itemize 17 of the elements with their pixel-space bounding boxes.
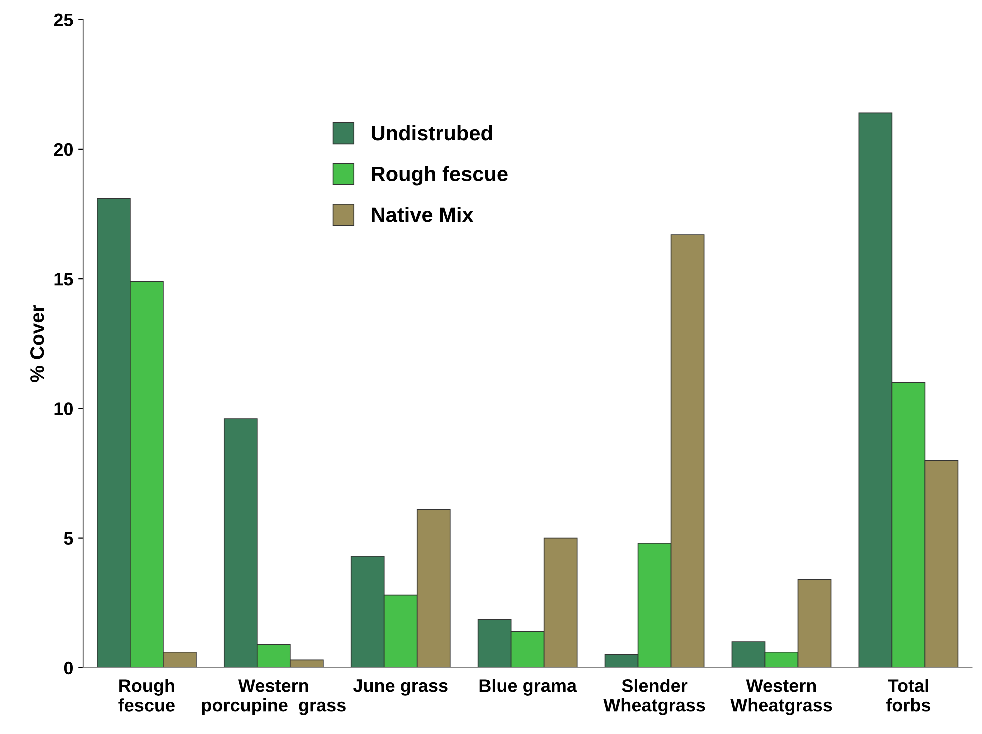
x-tick-label: June grass xyxy=(353,680,448,696)
y-tick-label: 10 xyxy=(54,402,74,416)
x-tick-label: Total forbs xyxy=(886,679,931,712)
y-axis-title: % Cover xyxy=(30,305,44,382)
x-tick-label: Rough fescue xyxy=(118,679,175,712)
x-tick-label: Blue grama xyxy=(480,679,578,696)
y-tick-label: 15 xyxy=(54,273,74,286)
legend-label: Native Mix xyxy=(372,207,474,222)
y-tick-label: 20 xyxy=(54,143,74,156)
y-tick-label: 25 xyxy=(54,14,74,27)
legend-label: Undistrubed xyxy=(372,125,492,141)
x-tick-label: Slender Wheatgrass xyxy=(604,679,706,716)
x-tick-label: Western porcupine grass xyxy=(202,680,346,716)
y-tick-label: 5 xyxy=(64,532,74,546)
y-tick-label: 0 xyxy=(64,662,74,675)
x-tick-label: Western Wheatgrass xyxy=(730,680,832,716)
legend-label: Rough fescue xyxy=(372,166,508,186)
